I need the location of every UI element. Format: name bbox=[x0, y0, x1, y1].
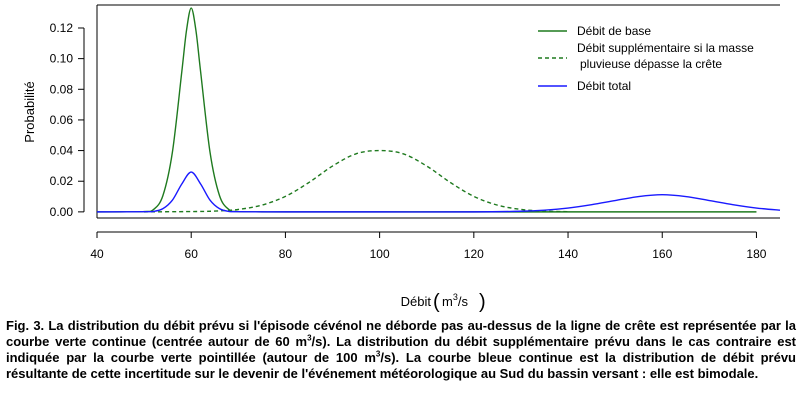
y-tick-label: 0.06 bbox=[50, 113, 74, 127]
y-tick-label: 0.12 bbox=[50, 21, 74, 35]
y-tick-label: 0.08 bbox=[50, 82, 74, 96]
caption-part-3: /s). La courbe bleue continue est la dis… bbox=[6, 350, 796, 381]
caption-sup-2: 3 bbox=[375, 349, 381, 359]
x-axis-title-group: Débit ( m3/s ) bbox=[401, 291, 486, 313]
x-axis-title-paren-open: ( bbox=[433, 291, 440, 313]
x-tick-label: 60 bbox=[185, 247, 199, 261]
x-tick-label: 80 bbox=[279, 247, 293, 261]
legend-label-debit-supplementaire-line2: pluvieuse dépasse la crête bbox=[580, 57, 722, 71]
x-tick-label: 160 bbox=[652, 247, 672, 261]
x-axis: 40 60 80 100 120 140 160 180 bbox=[90, 231, 767, 261]
figure-caption: Fig. 3. La distribution du débit prévu s… bbox=[6, 318, 796, 382]
chart: 40 60 80 100 120 140 160 180 0.000.020.040.060.… bbox=[22, 4, 781, 313]
x-tick-label: 100 bbox=[370, 247, 390, 261]
legend-label-debit-de-base: Débit de base bbox=[577, 24, 651, 38]
x-tick-label: 140 bbox=[558, 247, 578, 261]
x-tick-label: 120 bbox=[464, 247, 484, 261]
y-tick-label: 0.10 bbox=[50, 52, 74, 66]
series-line-0 bbox=[96, 7, 757, 213]
y-axis-title: Probabilité bbox=[22, 81, 37, 142]
caption-part-1: Fig. 3. La distribution du débit prévu s… bbox=[6, 318, 796, 349]
caption-sup-1: 3 bbox=[307, 333, 312, 343]
legend-label-debit-supplementaire-line1: Débit supplémentaire si la masse bbox=[577, 41, 754, 55]
x-axis-title: Débit bbox=[401, 294, 432, 309]
y-tick-label: 0.00 bbox=[50, 205, 74, 219]
x-axis-unit: m3/s bbox=[442, 292, 468, 309]
y-axis: 0.00 0.02 0.04 0.06 0.08 0.10 0.12 bbox=[50, 21, 85, 219]
x-axis-title-paren-close: ) bbox=[479, 291, 486, 313]
x-tick-label: 40 bbox=[90, 247, 104, 261]
legend-label-debit-total: Débit total bbox=[577, 79, 631, 93]
x-tick-label: 180 bbox=[746, 247, 766, 261]
y-tick-label: 0.04 bbox=[50, 144, 74, 158]
series-line-2 bbox=[96, 171, 781, 213]
series-layer bbox=[96, 7, 781, 213]
legend: Débit de base Débit supplémentaire si la… bbox=[538, 24, 754, 93]
series-line-1 bbox=[144, 149, 569, 213]
plot-area bbox=[96, 4, 780, 219]
caption-part-2: /s). La distribution du débit supplément… bbox=[6, 334, 797, 365]
y-tick-label: 0.02 bbox=[50, 174, 74, 188]
